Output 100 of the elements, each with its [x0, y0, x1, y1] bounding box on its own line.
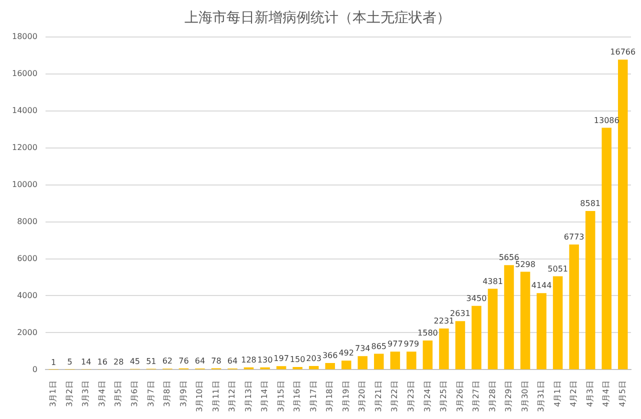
bar [358, 356, 368, 370]
bar [390, 352, 400, 370]
data-label: 78 [211, 356, 222, 366]
data-label: 150 [290, 355, 306, 364]
y-tick-label: 4000 [17, 290, 38, 300]
x-tick-label: 3月14日 [260, 380, 270, 412]
bar [585, 211, 596, 370]
data-label: 5051 [548, 264, 568, 274]
data-label: 3450 [466, 294, 487, 303]
data-label: 16 [97, 358, 108, 367]
bar [439, 328, 449, 370]
bar [472, 306, 482, 370]
x-tick-label: 3月10日 [195, 380, 204, 412]
x-tick-label: 3月5日 [114, 380, 123, 407]
bar [504, 265, 514, 370]
bar [374, 354, 384, 370]
data-label: 16766 [610, 48, 636, 57]
data-label: 5656 [498, 253, 520, 262]
data-label: 8581 [580, 199, 601, 208]
bar [325, 362, 335, 370]
bar [276, 366, 286, 370]
data-label: 5298 [515, 260, 536, 269]
data-label: 4144 [531, 281, 552, 290]
x-tick-label: 3月18日 [325, 380, 334, 412]
data-label: 366 [322, 351, 338, 360]
bar [536, 293, 546, 370]
bar [618, 60, 628, 370]
data-label: 5 [67, 358, 72, 367]
data-label: 1580 [418, 328, 438, 338]
data-label: 64 [194, 356, 206, 366]
data-label: 2631 [450, 309, 470, 318]
data-label: 28 [114, 357, 124, 366]
data-label: 45 [130, 356, 140, 366]
y-tick-label: 8000 [17, 216, 38, 226]
bar [552, 276, 563, 370]
x-tick-label: 3月6日 [130, 380, 139, 407]
x-tick-label: 3月17日 [308, 380, 318, 412]
y-tick-label: 6000 [17, 254, 38, 263]
bar [569, 244, 579, 370]
x-tick-label: 3月8日 [162, 380, 172, 407]
x-tick-label: 3月21日 [374, 380, 383, 412]
data-label: 130 [257, 355, 273, 364]
data-label: 14 [81, 358, 92, 367]
x-tick-label: 3月2日 [64, 380, 74, 407]
y-tick-label: 16000 [12, 68, 38, 78]
x-tick-label: 3月28日 [488, 380, 497, 412]
x-tick-label: 3月12日 [228, 380, 237, 412]
x-tick-label: 3月7日 [146, 380, 156, 407]
y-tick-label: 12000 [12, 142, 38, 152]
bar [422, 340, 433, 370]
data-label: 64 [227, 356, 238, 366]
bar [488, 288, 498, 370]
y-tick-label: 2000 [17, 328, 38, 337]
bar [308, 366, 319, 370]
data-label: 6773 [564, 232, 584, 242]
x-tick-label: 3月22日 [390, 380, 400, 412]
x-tick-label: 3月26日 [455, 380, 464, 412]
x-tick-label: 4月1日 [552, 380, 562, 407]
x-tick-label: 3月19日 [341, 380, 350, 412]
bar [602, 128, 612, 370]
data-label: 865 [371, 342, 387, 351]
bar [520, 272, 530, 370]
x-tick-label: 3月31日 [536, 380, 546, 412]
data-label: 4381 [482, 276, 503, 286]
x-tick-label: 3月27日 [472, 380, 481, 412]
data-label: 734 [354, 344, 370, 354]
x-tick-label: 3月9日 [178, 380, 188, 407]
data-label: 1 [51, 358, 56, 367]
data-label: 76 [178, 356, 189, 366]
x-tick-label: 4月4日 [602, 380, 611, 407]
x-tick-label: 3月20日 [358, 380, 367, 412]
x-tick-label: 3月24日 [422, 380, 432, 412]
data-label: 62 [162, 356, 173, 366]
x-tick-label: 3月30日 [520, 380, 530, 412]
data-label: 51 [146, 356, 156, 366]
y-tick-label: 18000 [12, 32, 38, 41]
bar [341, 360, 352, 370]
x-tick-label: 3月29日 [504, 380, 514, 412]
data-label: 128 [241, 355, 256, 364]
x-tick-label: 3月11日 [211, 380, 220, 412]
x-tick-label: 3月15日 [276, 380, 286, 412]
bar [292, 366, 302, 370]
data-label: 979 [404, 340, 420, 349]
x-tick-label: 3月13日 [244, 380, 253, 412]
x-tick-label: 3月25日 [439, 380, 448, 412]
chart-title: 上海市每日新增病例统计（本土无症状者） [184, 10, 450, 26]
y-tick-label: 14000 [12, 106, 38, 115]
x-tick-label: 3月4日 [97, 380, 106, 407]
data-label: 492 [338, 348, 354, 358]
x-tick-label: 4月2日 [569, 380, 578, 407]
bar [455, 321, 466, 370]
data-label: 197 [274, 354, 289, 364]
x-tick-label: 4月5日 [618, 380, 627, 407]
data-label: 2231 [434, 316, 454, 326]
y-tick-label: 0 [32, 364, 38, 374]
data-label: 203 [306, 354, 322, 364]
x-tick-label: 4月3日 [585, 380, 594, 407]
x-tick-label: 3月1日 [48, 380, 58, 407]
x-tick-label: 3月16日 [292, 380, 302, 412]
x-tick-label: 3月23日 [406, 380, 416, 412]
